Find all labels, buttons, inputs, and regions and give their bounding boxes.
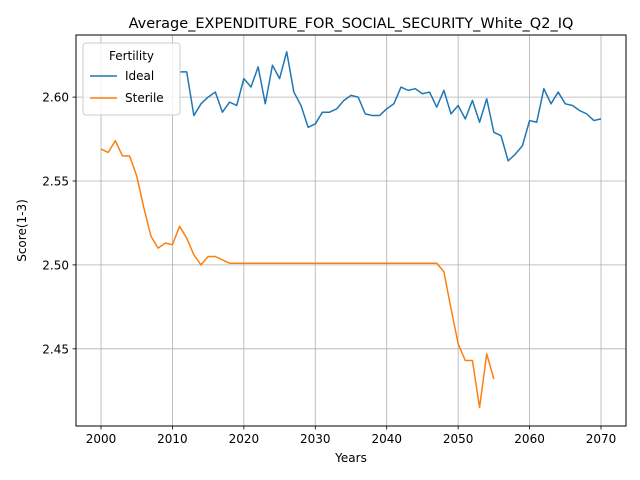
y-tick-label: 2.60	[42, 91, 69, 105]
legend-label-ideal: Ideal	[125, 69, 154, 83]
x-tick-label: 2040	[371, 432, 402, 446]
chart-title: Average_EXPENDITURE_FOR_SOCIAL_SECURITY_…	[129, 16, 574, 32]
legend-box	[82, 42, 181, 116]
x-tick-label: 2010	[157, 432, 188, 446]
y-tick-label: 2.45	[42, 342, 69, 356]
x-axis-label: Years	[334, 451, 367, 465]
series-lines	[100, 51, 602, 409]
x-tick-label: 2050	[443, 432, 474, 446]
y-tick-label: 2.55	[42, 174, 69, 188]
axes-frame	[75, 34, 627, 427]
y-axis-label: Score(1-3)	[15, 199, 29, 262]
x-tick-label: 2030	[300, 432, 331, 446]
legend-title: Fertility	[109, 49, 154, 63]
series-line-sterile	[100, 139, 495, 409]
x-tick-label: 2070	[586, 432, 617, 446]
legend: Fertility Ideal Sterile	[82, 42, 181, 116]
legend-items: Ideal Sterile	[90, 69, 164, 105]
x-tick-label: 2000	[86, 432, 117, 446]
legend-label-sterile: Sterile	[125, 91, 164, 105]
x-tick-label: 2060	[514, 432, 545, 446]
y-tick-label: 2.50	[42, 258, 69, 272]
series-line-ideal	[179, 51, 602, 162]
ticks: 2000 2010 2020 2030 2040 2050 2060 2070 2.45 2.50…	[42, 91, 616, 446]
x-tick-label: 2020	[229, 432, 260, 446]
